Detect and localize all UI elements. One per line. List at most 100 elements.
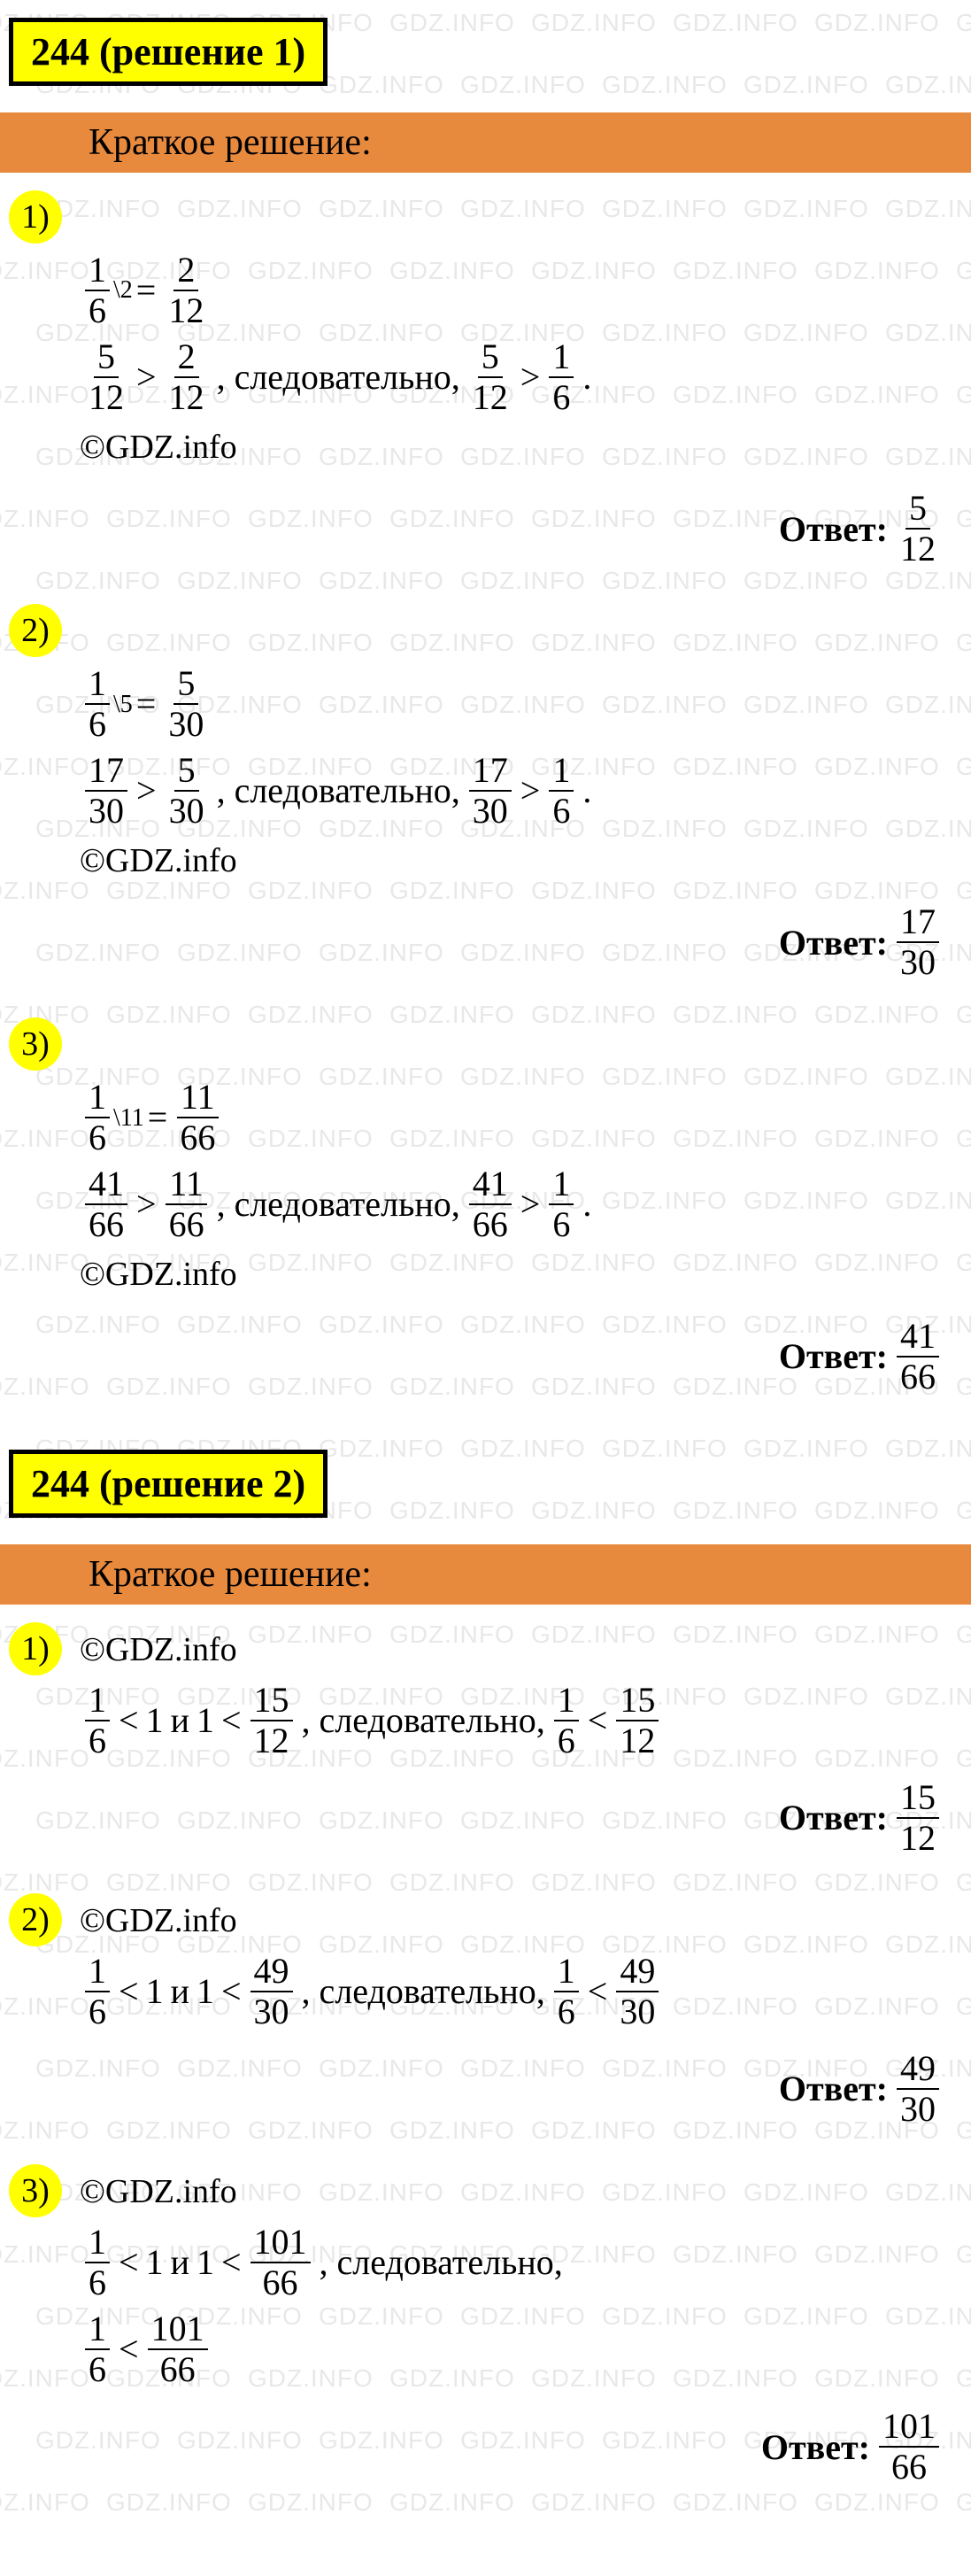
- frac-num: 2: [174, 337, 199, 378]
- item-number: 3): [9, 2164, 62, 2217]
- and-text: и: [171, 1967, 189, 2016]
- copyright-text: ©GDZ.info: [80, 1251, 971, 1298]
- operator: >: [136, 1180, 157, 1229]
- frac-num: 15: [250, 1681, 293, 1721]
- frac-num: 5: [478, 337, 503, 378]
- item-number: 1): [9, 190, 62, 244]
- frac-num: 101: [879, 2407, 939, 2448]
- consequently-text: , следовательно,: [302, 1696, 545, 1745]
- math-line-cmp: 4166 > 1166 , следовательно, 4166 > 16 .: [80, 1164, 971, 1244]
- period: .: [582, 1180, 591, 1229]
- answer-row: Ответ: 4166: [0, 1317, 971, 1396]
- frac-den: 30: [897, 943, 939, 982]
- multiplier: \11: [113, 1101, 144, 1135]
- answer-label: Ответ:: [761, 2426, 870, 2468]
- math-line-ineq: 16 < 1 и 1 < 4930 , следовательно, 16 < …: [80, 1952, 971, 2031]
- frac-den: 30: [250, 1992, 293, 2031]
- frac-den: 66: [888, 2448, 930, 2487]
- operator: <: [119, 2238, 139, 2287]
- frac-num: 49: [897, 2049, 939, 2090]
- frac-num: 15: [897, 1778, 939, 1819]
- answer-label: Ответ:: [779, 508, 888, 550]
- operator: >: [136, 352, 157, 402]
- frac-num: 1: [549, 337, 574, 378]
- math-area: 16 \5 = 530 1730 > 530 , следовательно, …: [0, 664, 971, 885]
- math-line-eq: 16 \2 = 212: [80, 251, 971, 330]
- operator: <: [221, 2238, 242, 2287]
- frac-num: 1: [85, 2223, 110, 2263]
- frac-den: 66: [85, 1205, 127, 1244]
- item-number: 3): [9, 1017, 62, 1071]
- copyright-text: ©GDZ.info: [80, 424, 971, 471]
- answer-label: Ответ:: [779, 1335, 888, 1377]
- answer-row: Ответ: 1730: [0, 902, 971, 982]
- equals: =: [136, 679, 157, 729]
- multiplier: \2: [113, 273, 133, 307]
- frac-num: 5: [174, 751, 199, 792]
- operator: <: [588, 1696, 608, 1745]
- item-number: 1): [9, 1622, 62, 1675]
- frac-num: 11: [177, 1078, 219, 1118]
- frac-num: 5: [173, 664, 198, 705]
- operator: <: [119, 1696, 139, 1745]
- math-area: ©GDZ.info 16 < 1 и 1 < 10166 , следовате…: [0, 2169, 971, 2389]
- math-area: 16 \2 = 212 512 > 212 , следовательно, 5…: [0, 251, 971, 471]
- frac-den: 6: [85, 1992, 110, 2031]
- section-header-1: Краткое решение:: [0, 112, 971, 173]
- frac-den: 6: [549, 792, 574, 831]
- frac-num: 11: [166, 1164, 207, 1205]
- frac-den: 30: [165, 705, 207, 744]
- frac-num: 1: [85, 1952, 110, 1992]
- frac-den: 6: [85, 705, 110, 744]
- solution-item: 3) ©GDZ.info 16 < 1 и 1 < 10166 , следов…: [0, 2164, 971, 2522]
- frac-num: 41: [897, 1317, 939, 1358]
- frac-num: 17: [897, 902, 939, 943]
- frac-den: 30: [469, 792, 512, 831]
- frac-num: 15: [616, 1681, 659, 1721]
- frac-num: 5: [94, 337, 119, 378]
- operator: >: [520, 766, 541, 816]
- equals: =: [148, 1093, 168, 1142]
- value-one: 1: [146, 1696, 164, 1745]
- frac-num: 41: [469, 1164, 512, 1205]
- frac-num: 2: [173, 251, 198, 291]
- frac-den: 12: [897, 530, 939, 569]
- solution-item: 1) 16 \2 = 212 512 > 212 , следовательно…: [0, 190, 971, 604]
- frac-den: 6: [85, 291, 110, 330]
- value-one: 1: [197, 1967, 214, 2016]
- math-line-ineq: 16 < 1 и 1 < 1512 , следовательно, 16 < …: [80, 1681, 971, 1760]
- operator: <: [119, 2325, 139, 2374]
- answer-row: Ответ: 1512: [0, 1778, 971, 1858]
- page-content: 244 (решение 1) Краткое решение: 1) 16 \…: [0, 0, 971, 2522]
- answer-row: Ответ: 10166: [0, 2407, 971, 2487]
- math-area: ©GDZ.info 16 < 1 и 1 < 1512 , следовател…: [0, 1627, 971, 1760]
- frac-num: 1: [554, 1952, 579, 1992]
- math-line-cmp: 1730 > 530 , следовательно, 1730 > 16 .: [80, 751, 971, 831]
- and-text: и: [171, 1696, 189, 1745]
- math-area: 16 \11 = 1166 4166 > 1166 , следовательн…: [0, 1078, 971, 1298]
- consequently-text: , следовательно,: [302, 1967, 545, 2016]
- value-one: 1: [146, 2238, 164, 2287]
- operator: >: [136, 766, 157, 816]
- frac-den: 6: [85, 2263, 110, 2302]
- operator: <: [119, 1967, 139, 2016]
- frac-den: 66: [259, 2263, 302, 2302]
- frac-den: 66: [469, 1205, 512, 1244]
- frac-den: 6: [554, 1721, 579, 1760]
- item-number: 2): [9, 604, 62, 657]
- value-one: 1: [197, 2238, 214, 2287]
- frac-den: 30: [616, 1992, 659, 2031]
- frac-num: 101: [250, 2223, 311, 2263]
- frac-den: 12: [469, 378, 512, 417]
- math-line-eq: 16 \11 = 1166: [80, 1078, 971, 1157]
- frac-num: 17: [85, 751, 127, 792]
- math-line-ineq-cont: 16 < 10166: [80, 2309, 971, 2389]
- frac-den: 30: [166, 792, 208, 831]
- frac-den: 6: [554, 1992, 579, 2031]
- value-one: 1: [146, 1967, 164, 2016]
- frac-den: 12: [165, 291, 207, 330]
- frac-num: 49: [616, 1952, 659, 1992]
- period: .: [582, 766, 591, 816]
- answer-row: Ответ: 512: [0, 489, 971, 569]
- answer-row: Ответ: 4930: [0, 2049, 971, 2129]
